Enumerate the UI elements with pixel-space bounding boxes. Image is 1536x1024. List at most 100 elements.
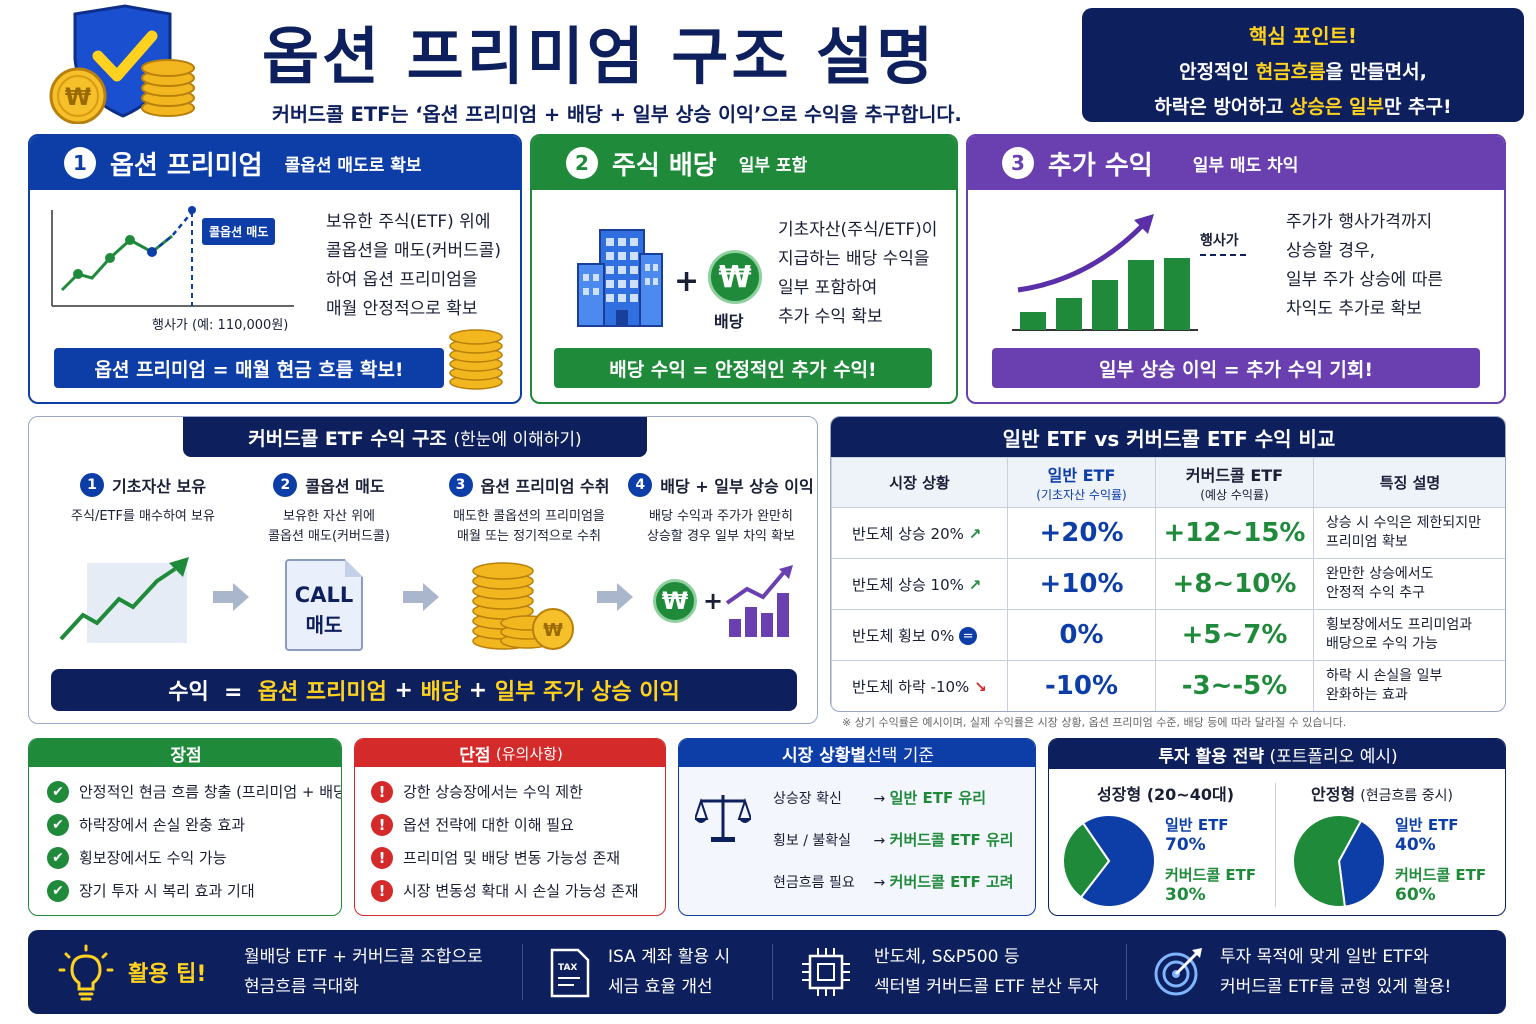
call-option-line-chart: [51, 206, 294, 307]
cons-list: ! 강한 상승장에서는 수익 제한 ! 옵션 전략에 대한 이해 필요 ! 프리미엄 …: [371, 775, 639, 907]
step-3-title: 옵션 프리미엄 수취: [480, 477, 610, 496]
card3-number: 3: [1002, 147, 1034, 179]
card1-summary-pill: 옵션 프리미엄 = 매월 현금 흐름 확보!: [54, 348, 444, 388]
check-icon: ✔: [47, 780, 69, 803]
list-item: ✔ 횡보장에서도 수익 가능: [47, 841, 341, 874]
call-option-tag: 콜옵션 매도: [202, 218, 276, 245]
card2-summary-pill: 배당 수익 = 안정적인 추가 수익!: [554, 348, 932, 388]
list-item: ✔ 안정적인 현금 흐름 창출 (프리미엄 + 배당): [47, 775, 341, 808]
tips-bar: 활용 팁! 월배당 ETF + 커버드콜 조합으로 현금흐름 극대화 TAX IS…: [28, 930, 1506, 1014]
list-item: ✔ 장기 투자 시 복리 효과 기대: [47, 874, 341, 907]
comparison-title: 일반 ETF vs 커버드콜 ETF 수익 비교: [831, 417, 1505, 457]
card1-number: 1: [64, 147, 96, 179]
tip-item-4: 투자 목적에 맞게 일반 ETF와 커버드콜 ETF를 균형 있게 활용!: [1220, 947, 1452, 997]
col-market: 시장 상황: [831, 457, 1008, 508]
step-4-title: 배당 + 일부 상승 이익: [660, 477, 814, 496]
tips-divider: [772, 944, 773, 1000]
table-row: 반도체 하락 -10% ↘ -10% -3~-5% 하락 시 손실을 일부 완화하…: [831, 660, 1505, 711]
list-item: ! 프리미엄 및 배당 변동 가능성 존재: [371, 841, 639, 874]
coin-stack-icon: [449, 329, 503, 390]
shield-coins-logo: ₩: [40, 4, 210, 125]
warning-icon: !: [371, 780, 393, 803]
plus-sign: +: [674, 264, 700, 299]
list-item: ! 시장 변동성 확대 시 손실 가능성 존재: [371, 874, 639, 907]
pie-slice-커버드콜 ETF: [1292, 814, 1363, 908]
growth-title: 성장형 (20~40대): [1097, 785, 1235, 804]
selection-title-sub: 선택 기준: [866, 745, 935, 766]
step-1: 1 기초자산 보유 주식/ETF를 매수하여 보유: [43, 473, 243, 527]
structure-panel: 커버드콜 ETF 수익 구조 (한눈에 이해하기) 1 기초자산 보유 주식/ET…: [28, 416, 818, 724]
list-item: ! 강한 상승장에서는 수익 제한: [371, 775, 639, 808]
list-item: 현금흐름 필요 → 커버드콜 ETF 고려: [773, 873, 1014, 891]
rising-bar-chart-icon: [1012, 214, 1198, 331]
card3-title: 추가 수익: [1048, 150, 1153, 181]
selection-title-bar: 시장 상황별 선택 기준: [679, 739, 1035, 767]
card1-title: 옵션 프리미엄: [110, 150, 263, 181]
strategy-divider: [1275, 783, 1276, 907]
tip-item-1: 월배당 ETF + 커버드콜 조합으로 현금흐름 극대화: [244, 947, 483, 997]
card1-subtitle: 콜옵션 매도로 확보: [284, 155, 422, 176]
building-icon: [577, 229, 663, 327]
pie-slice-일반 ETF: [1079, 814, 1156, 908]
list-item: 상승장 확신 → 일반 ETF 유리: [773, 789, 987, 807]
structure-title: 커버드콜 ETF 수익 구조: [248, 427, 447, 450]
arrow-right-icon: [597, 583, 633, 611]
tax-document-icon: TAX: [550, 948, 590, 998]
key-point-line1: 안정적인 현금흐름을 만들면서,: [1179, 61, 1427, 83]
step-1-title: 기초자산 보유: [112, 477, 206, 496]
card2-description: 기초자산(주식/ETF)이 지급하는 배당 수익을 일부 포함하여 추가 수익 확보: [778, 220, 938, 327]
list-item: 횡보 / 불확실 → 커버드콜 ETF 유리: [773, 831, 1014, 849]
growth-pie-chart: [1062, 814, 1156, 908]
uptrend-area-icon: [59, 557, 189, 643]
call-doc-line1: CALL: [294, 583, 354, 607]
cons-title: 단점: [459, 745, 491, 766]
plus-sign: +: [703, 587, 724, 615]
step-3: 3 옵션 프리미엄 수취 매도한 콜옵션의 프리미엄을 매월 또는 정기적으로 수취: [429, 473, 629, 547]
flat-circle-icon: =: [959, 627, 978, 645]
target-icon: [1154, 948, 1202, 996]
svg-text:₩: ₩: [543, 620, 563, 641]
svg-text:TAX: TAX: [558, 963, 577, 973]
card-stock-dividend: 2 주식 배당 일부 포함 + ₩ 배당 기초자산(주식/ETF)이 지급하는 배…: [530, 134, 958, 404]
growth-legend: 일반 ETF 70% 커버드콜 ETF 30%: [1165, 816, 1257, 905]
card-option-premium: 1 옵션 프리미엄 콜옵션 매도로 확보 콜옵션 매도 행사가 (예: 110,…: [28, 134, 522, 404]
step-2-desc: 보유한 자산 위에 콜옵션 매도(커버드콜): [268, 509, 390, 544]
dividend-label: 배당: [714, 312, 744, 331]
strike-caption: 행사가 (예: 110,000원): [152, 318, 289, 333]
strategy-panel: 투자 활용 전략 (포트폴리오 예시) 성장형 (20~40대) 안정형 (현금…: [1048, 738, 1506, 916]
strategy-title-sub: (포트폴리오 예시): [1269, 746, 1398, 767]
check-icon: ✔: [47, 846, 69, 869]
arrow-right-icon: [213, 583, 249, 611]
strategy-title-bar: 투자 활용 전략 (포트폴리오 예시): [1049, 739, 1505, 769]
table-row: 반도체 상승 10% ↗ +10% +8~10% 완만한 상승에서도 안정적 수익…: [831, 558, 1505, 610]
page-subtitle: 커버드콜 ETF는 ‘옵션 프리미엄 + 배당 + 일부 상승 이익’으로 수익…: [272, 103, 962, 126]
step-2: 2 콜옵션 매도 보유한 자산 위에 콜옵션 매도(커버드콜): [229, 473, 429, 547]
pros-title: 장점: [29, 739, 341, 767]
pie-slice-일반 ETF: [1337, 819, 1386, 908]
down-arrow-icon: ↘: [974, 677, 987, 696]
card-extra-return: 3 추가 수익 일부 매도 차익 행사가 주가가 행사가격까지 상승할 경우, 일부…: [966, 134, 1506, 404]
card1-description: 보유한 주식(ETF) 위에 콜옵션을 매도(커버드콜) 하여 옵션 프리미엄을 매월…: [326, 212, 502, 319]
call-document-icon: CALL 매도: [285, 559, 363, 651]
list-item: ! 옵션 전략에 대한 이해 필요: [371, 808, 639, 841]
check-icon: ✔: [47, 813, 69, 836]
tips-label: 활용 팁!: [128, 962, 207, 987]
warning-icon: !: [371, 846, 393, 869]
scale-icon: [695, 795, 751, 842]
key-point-box: 핵심 포인트! 안정적인 현금흐름을 만들면서, 하락은 방어하고 상승은 일부…: [1082, 8, 1524, 122]
up-arrow-icon: ↗: [968, 575, 982, 594]
card1-header: 1 옵션 프리미엄 콜옵션 매도로 확보: [30, 136, 520, 190]
comparison-table: 시장 상황 일반 ETF (기초자산 수익률) 커버드콜 ETF (예상 수익률) …: [831, 457, 1505, 711]
warning-icon: !: [371, 879, 393, 902]
list-item: ✔ 하락장에서 손실 완충 효과: [47, 808, 341, 841]
up-arrow-icon: ↗: [968, 524, 982, 543]
col-note: 특징 설명: [1313, 457, 1505, 508]
step-2-title: 콜옵션 매도: [305, 477, 385, 496]
comparison-footnote: ※ 상기 수익률은 예시이며, 실제 수익률은 시장 상황, 옵션 프리미엄 수…: [842, 716, 1347, 729]
card3-subtitle: 일부 매도 차익: [1192, 155, 1299, 176]
pros-panel: 장점 ✔ 안정적인 현금 흐름 창출 (프리미엄 + 배당) ✔ 하락장에서 손실 …: [28, 738, 342, 916]
cons-title-bar: 단점 (유의사항): [355, 739, 665, 767]
structure-title-box: 커버드콜 ETF 수익 구조 (한눈에 이해하기): [183, 417, 647, 457]
col-covered: 커버드콜 ETF (예상 수익률): [1155, 457, 1314, 508]
call-doc-line2: 매도: [305, 613, 343, 637]
